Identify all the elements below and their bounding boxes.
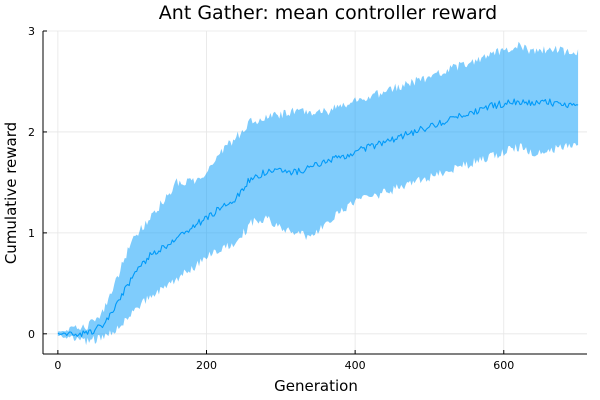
data-point [518, 101, 519, 102]
data-point [548, 101, 549, 102]
data-point [265, 172, 266, 173]
y-tick-label: 1 [28, 227, 35, 240]
data-point [132, 278, 133, 279]
data-point [503, 103, 504, 104]
x-axis-label: Generation [274, 377, 358, 395]
line-layer [57, 98, 579, 338]
data-point [563, 106, 564, 107]
data-point [340, 157, 341, 158]
ticks: 0 200 400 600 0 1 2 3 [28, 25, 514, 372]
confidence-band [57, 41, 579, 346]
data-point [117, 303, 118, 304]
data-point [488, 106, 489, 107]
data-point [355, 152, 356, 153]
data-point [191, 227, 192, 228]
data-point [369, 146, 370, 147]
data-point [399, 136, 400, 137]
x-tick-label: 0 [54, 359, 61, 372]
data-point [459, 116, 460, 117]
chart-title: Ant Gather: mean controller reward [159, 2, 497, 24]
data-point [236, 197, 237, 198]
data-point [325, 162, 326, 163]
data-point [250, 177, 251, 178]
y-axis-label: Cumulative reward [2, 122, 20, 264]
y-tick-label: 3 [28, 25, 35, 38]
data-point [221, 207, 222, 208]
data-point [384, 141, 385, 142]
mean-reward-line [57, 98, 579, 338]
data-point [310, 167, 311, 168]
data-point [577, 101, 578, 102]
data-point [176, 237, 177, 238]
x-tick-label: 600 [493, 359, 514, 372]
data-point [57, 333, 58, 334]
data-point [533, 103, 534, 104]
data-point [295, 172, 296, 173]
data-point [146, 258, 147, 259]
data-point [161, 247, 162, 248]
data-point [473, 111, 474, 112]
data-point [72, 333, 73, 334]
data-point [280, 170, 281, 171]
x-tick-label: 400 [345, 359, 366, 372]
data-point [206, 217, 207, 218]
y-tick-label: 0 [28, 328, 35, 341]
data-point [429, 126, 430, 127]
data-point [444, 121, 445, 122]
data-point [414, 131, 415, 132]
y-tick-label: 2 [28, 126, 35, 139]
data-point [87, 333, 88, 334]
data-point [102, 325, 103, 326]
x-tick-label: 200 [196, 359, 217, 372]
band-layer [57, 41, 579, 346]
axes [42, 31, 587, 355]
